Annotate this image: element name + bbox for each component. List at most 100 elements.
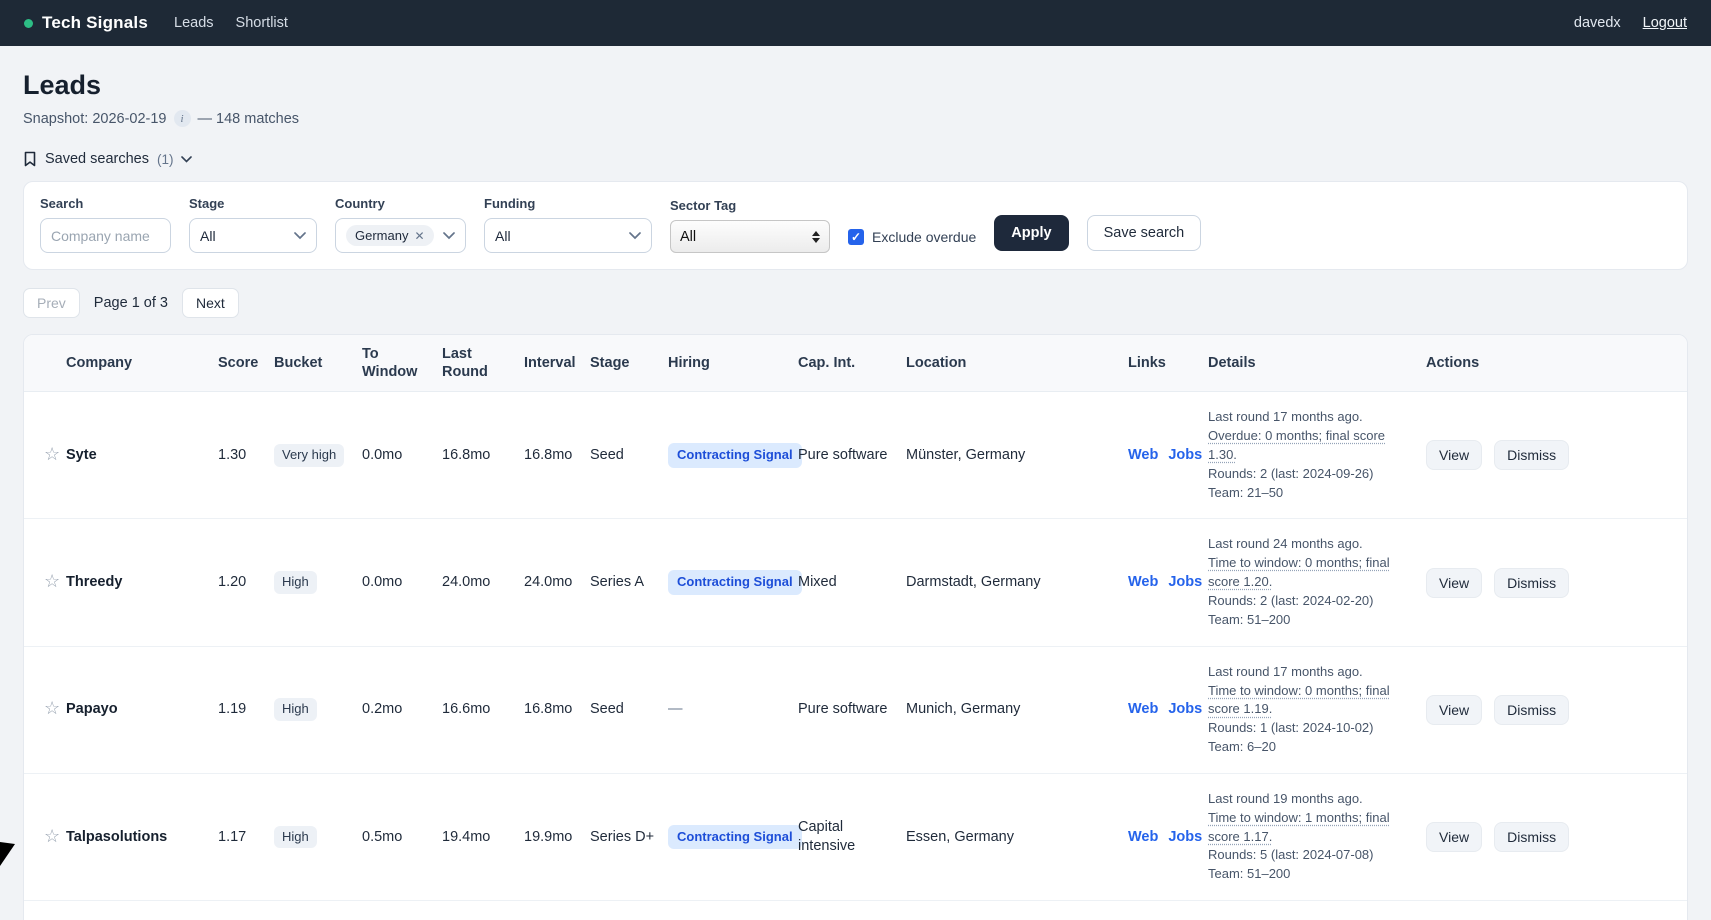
score-value: 1.19 <box>218 646 274 773</box>
stage-value: Series D+ <box>590 773 668 900</box>
country-select[interactable]: Germany ✕ <box>335 218 466 253</box>
nav-item-leads[interactable]: Leads <box>174 15 214 31</box>
stage-value: Pre-seed <box>590 901 668 920</box>
web-link[interactable]: Web <box>1128 574 1158 590</box>
apply-button[interactable]: Apply <box>994 215 1068 251</box>
header-star <box>24 335 66 392</box>
table-row: ☆ telli 1.17 High 0.3mo 10.2mo 10.5mo Pr… <box>24 901 1687 920</box>
leads-table: Company Score Bucket To Window Last Roun… <box>24 335 1687 920</box>
view-button[interactable]: View <box>1426 440 1482 470</box>
brand: Tech Signals <box>24 13 148 33</box>
jobs-link[interactable]: Jobs <box>1168 574 1202 590</box>
header-hiring: Hiring <box>668 335 798 392</box>
company-name: Threedy <box>66 574 122 590</box>
header-score: Score <box>218 335 274 392</box>
search-input[interactable] <box>40 218 171 253</box>
dismiss-button[interactable]: Dismiss <box>1494 822 1569 852</box>
checkbox-checked-icon[interactable] <box>848 229 864 245</box>
jobs-link[interactable]: Jobs <box>1168 701 1202 717</box>
score-value: 1.17 <box>218 901 274 920</box>
chip-close-icon[interactable]: ✕ <box>414 229 424 243</box>
last-round-value: 24.0mo <box>442 519 524 646</box>
favorite-star-icon[interactable]: ☆ <box>44 698 60 718</box>
company-name: Talpasolutions <box>66 829 167 845</box>
select-spinner-icon <box>812 231 820 243</box>
details-last-round: Last round 19 months ago. <box>1208 790 1414 809</box>
filter-bar: Search Stage All Country Germany ✕ Fundi… <box>23 181 1688 270</box>
header-bucket: Bucket <box>274 335 362 392</box>
sector-tag-select[interactable]: All <box>670 220 830 253</box>
details-team: Team: 51–200 <box>1208 611 1414 630</box>
bucket-badge: Very high <box>274 444 344 467</box>
funding-select[interactable]: All <box>484 218 652 253</box>
to-window-value: 0.0mo <box>362 392 442 519</box>
details-rounds: Rounds: 1 (last: 2024-10-02) <box>1208 719 1414 738</box>
username: davedx <box>1574 15 1621 31</box>
info-icon[interactable]: i <box>174 110 191 127</box>
table-row: ☆ Talpasolutions 1.17 High 0.5mo 19.4mo … <box>24 773 1687 900</box>
header-actions: Actions <box>1426 335 1687 392</box>
favorite-star-icon[interactable]: ☆ <box>44 826 60 846</box>
stage-value: Seed <box>590 392 668 519</box>
hiring-signal-badge: Contracting Signal <box>668 825 802 850</box>
hiring-signal-badge: Contracting Signal <box>668 570 802 595</box>
next-page-button[interactable]: Next <box>182 288 239 318</box>
last-round-value: 16.8mo <box>442 392 524 519</box>
stage-value: Series A <box>590 519 668 646</box>
chevron-down-icon <box>294 232 306 240</box>
location-value: Essen, Germany <box>906 773 1128 900</box>
page-title: Leads <box>23 70 1688 101</box>
saved-searches-label: Saved searches <box>45 151 149 167</box>
view-button[interactable]: View <box>1426 822 1482 852</box>
company-name: Syte <box>66 447 97 463</box>
jobs-link[interactable]: Jobs <box>1168 447 1202 463</box>
sector-tag-select-value: All <box>680 229 696 245</box>
location-value: Münster, Germany <box>906 392 1128 519</box>
header-stage: Stage <box>590 335 668 392</box>
stage-select-value: All <box>200 228 216 244</box>
table-header-row: Company Score Bucket To Window Last Roun… <box>24 335 1687 392</box>
cap-int-value: Capital intensive <box>798 773 906 900</box>
details-block: Last round 17 months ago. Overdue: 0 mon… <box>1208 408 1414 502</box>
to-window-value: 0.5mo <box>362 773 442 900</box>
web-link[interactable]: Web <box>1128 447 1158 463</box>
dismiss-button[interactable]: Dismiss <box>1494 695 1569 725</box>
view-button[interactable]: View <box>1426 568 1482 598</box>
country-chip: Germany ✕ <box>346 225 434 246</box>
chevron-down-icon <box>443 232 455 240</box>
prev-page-button[interactable]: Prev <box>23 288 80 318</box>
exclude-overdue-label: Exclude overdue <box>872 229 976 245</box>
stage-select[interactable]: All <box>189 218 317 253</box>
last-round-value: 19.4mo <box>442 773 524 900</box>
details-block: Last round 19 months ago. Time to window… <box>1208 790 1414 884</box>
saved-searches-count: (1) <box>157 152 174 167</box>
logout-link[interactable]: Logout <box>1643 15 1687 31</box>
hiring-signal-badge: Contracting Signal <box>668 443 802 468</box>
company-name: Papayo <box>66 701 118 717</box>
dismiss-button[interactable]: Dismiss <box>1494 440 1569 470</box>
favorite-star-icon[interactable]: ☆ <box>44 444 60 464</box>
details-rounds: Rounds: 2 (last: 2024-09-26) <box>1208 465 1414 484</box>
cap-int-value: Mixed <box>798 519 906 646</box>
save-search-button[interactable]: Save search <box>1087 215 1202 251</box>
table-row: ☆ Papayo 1.19 High 0.2mo 16.6mo 16.8mo S… <box>24 646 1687 773</box>
saved-searches-toggle[interactable]: Saved searches (1) <box>23 151 1688 167</box>
dismiss-button[interactable]: Dismiss <box>1494 568 1569 598</box>
search-label: Search <box>40 196 171 211</box>
last-round-value: 16.6mo <box>442 646 524 773</box>
bucket-badge: High <box>274 826 317 849</box>
web-link[interactable]: Web <box>1128 829 1158 845</box>
mouse-cursor-artifact <box>0 842 15 866</box>
nav-item-shortlist[interactable]: Shortlist <box>236 15 288 31</box>
header-to-window: To Window <box>362 335 442 392</box>
funding-select-value: All <box>495 228 511 244</box>
view-button[interactable]: View <box>1426 695 1482 725</box>
jobs-link[interactable]: Jobs <box>1168 829 1202 845</box>
header-location: Location <box>906 335 1128 392</box>
details-window-score: Overdue: 0 months; final score 1.30. <box>1208 427 1414 465</box>
details-rounds: Rounds: 2 (last: 2024-02-20) <box>1208 592 1414 611</box>
cap-int-value: Pure software <box>798 901 906 920</box>
exclude-overdue-toggle[interactable]: Exclude overdue <box>848 229 976 245</box>
web-link[interactable]: Web <box>1128 701 1158 717</box>
favorite-star-icon[interactable]: ☆ <box>44 571 60 591</box>
